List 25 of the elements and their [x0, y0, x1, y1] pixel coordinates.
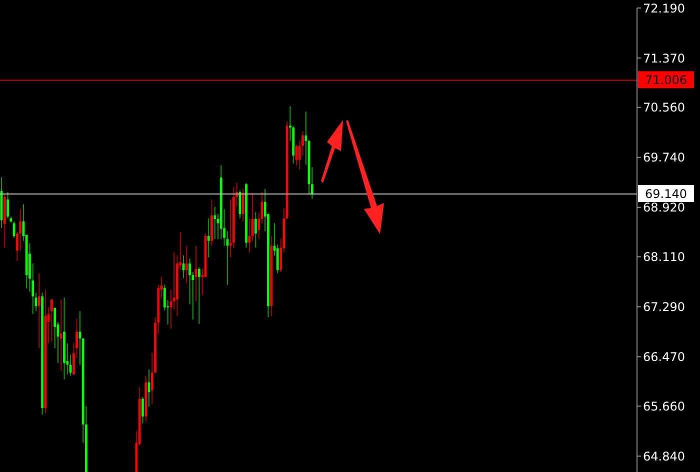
y-tick-label: 66.470	[643, 350, 685, 364]
candlestick	[194, 245, 198, 302]
candlestick	[254, 212, 257, 248]
candlestick	[12, 220, 16, 238]
y-tick-label: 65.660	[643, 399, 685, 414]
y-tick-label: 71.370	[643, 51, 685, 66]
candlestick	[142, 396, 144, 424]
ref-line-label: 69.140	[645, 186, 687, 201]
y-tick-label: 68.920	[643, 200, 685, 215]
y-tick-label: 64.840	[643, 449, 685, 464]
candlestick	[60, 298, 62, 372]
y-tick-label: 68.110	[643, 250, 685, 264]
y-tick-label: 70.560	[643, 100, 685, 115]
candlestick	[242, 188, 244, 222]
candlestick	[6, 192, 9, 219]
ref-line-label: 71.006	[645, 73, 687, 88]
candlestick	[50, 298, 53, 342]
y-tick-label: 67.290	[643, 300, 685, 314]
candlestick	[214, 206, 216, 240]
candlestick	[38, 272, 40, 349]
y-tick-label: 69.740	[643, 150, 685, 165]
y-tick-label: 72.190	[643, 1, 685, 16]
candlestick	[207, 218, 210, 258]
candlestick	[198, 266, 200, 324]
candlestick	[185, 245, 188, 284]
